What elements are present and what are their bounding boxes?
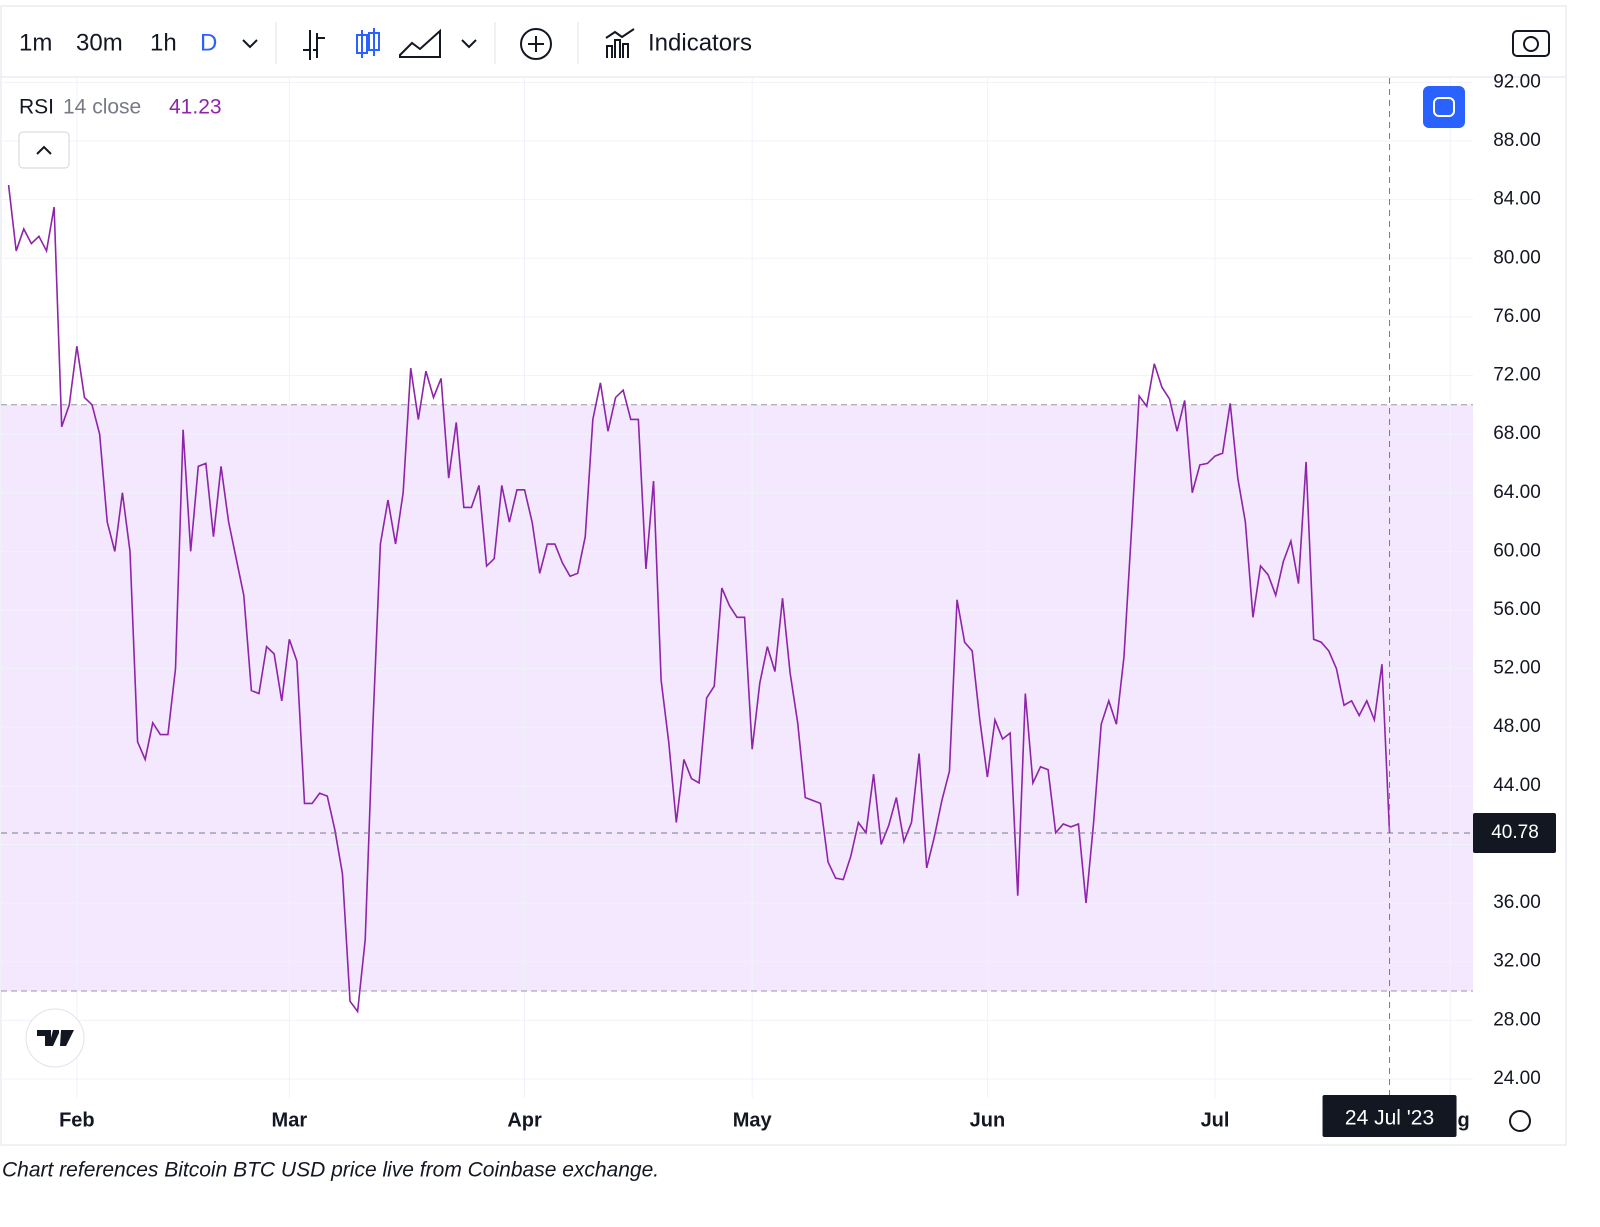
interval-1m[interactable]: 1m (19, 29, 52, 56)
x-tick-label: May (733, 1109, 773, 1131)
y-tick-label: 28.00 (1493, 1009, 1541, 1030)
interval-d[interactable]: D (200, 29, 217, 56)
y-tick-label: 88.00 (1493, 130, 1541, 151)
y-tick-label: 32.00 (1493, 951, 1541, 972)
legend-params: 14 close (63, 96, 141, 119)
interval-dropdown[interactable] (242, 39, 258, 49)
y-tick-label: 80.00 (1493, 247, 1541, 268)
y-tick-label: 92.00 (1493, 71, 1541, 92)
collapse-button[interactable] (18, 131, 70, 169)
caption: Chart references Bitcoin BTC USD price l… (2, 1159, 659, 1182)
chart-type-dropdown[interactable] (461, 39, 477, 49)
legend-value: 41.23 (169, 96, 222, 119)
interval-1h[interactable]: 1h (150, 29, 177, 56)
y-tick-label: 24.00 (1493, 1068, 1541, 1089)
price-label: 40.78 (1491, 822, 1539, 843)
plus-icon (528, 36, 544, 52)
y-tick-label: 76.00 (1493, 306, 1541, 327)
settings-button[interactable] (1509, 1110, 1531, 1132)
area-icon[interactable] (399, 28, 441, 58)
interval-30m[interactable]: 30m (76, 29, 123, 56)
x-tick-label: Jul (1201, 1109, 1230, 1131)
y-tick-label: 52.00 (1493, 658, 1541, 679)
y-tick-label: 48.00 (1493, 716, 1541, 737)
x-tick-label: Feb (59, 1109, 95, 1131)
indicators-button[interactable]: Indicators (648, 29, 752, 56)
y-tick-label: 68.00 (1493, 423, 1541, 444)
legend-name: RSI (19, 96, 54, 119)
y-tick-label: 64.00 (1493, 482, 1541, 503)
scale-button[interactable] (1423, 86, 1465, 128)
scale-icon (1433, 97, 1455, 117)
camera-lens (1523, 36, 1539, 52)
y-tick-label: 36.00 (1493, 892, 1541, 913)
candle-body (356, 34, 368, 54)
bars-icon[interactable] (303, 30, 325, 60)
date-label-box (1322, 1095, 1457, 1137)
rsi-band (1, 404, 1473, 992)
logo (37, 1030, 74, 1046)
y-tick-label: 56.00 (1493, 599, 1541, 620)
price-label-box (1473, 813, 1556, 854)
y-tick-label: 72.00 (1493, 365, 1541, 386)
rsi-line (7, 184, 1391, 1014)
candle-body (368, 32, 380, 51)
snapshot-button[interactable] (1512, 30, 1550, 57)
date-label: 24 Jul '23 (1345, 1107, 1434, 1130)
y-tick-label: 44.00 (1493, 775, 1541, 796)
plot-area: 24.0028.0032.0036.0040.0044.0048.0052.00… (1, 71, 1541, 1131)
collapse-icon (36, 145, 52, 155)
indicators-icon (605, 28, 635, 58)
compare-button[interactable] (520, 28, 552, 60)
x-tick-label: Jun (970, 1109, 1006, 1131)
y-tick-label: 84.00 (1493, 189, 1541, 210)
x-tick-label: Mar (272, 1109, 308, 1131)
x-tick-label: Apr (507, 1109, 542, 1131)
y-tick-label: 60.00 (1493, 540, 1541, 561)
